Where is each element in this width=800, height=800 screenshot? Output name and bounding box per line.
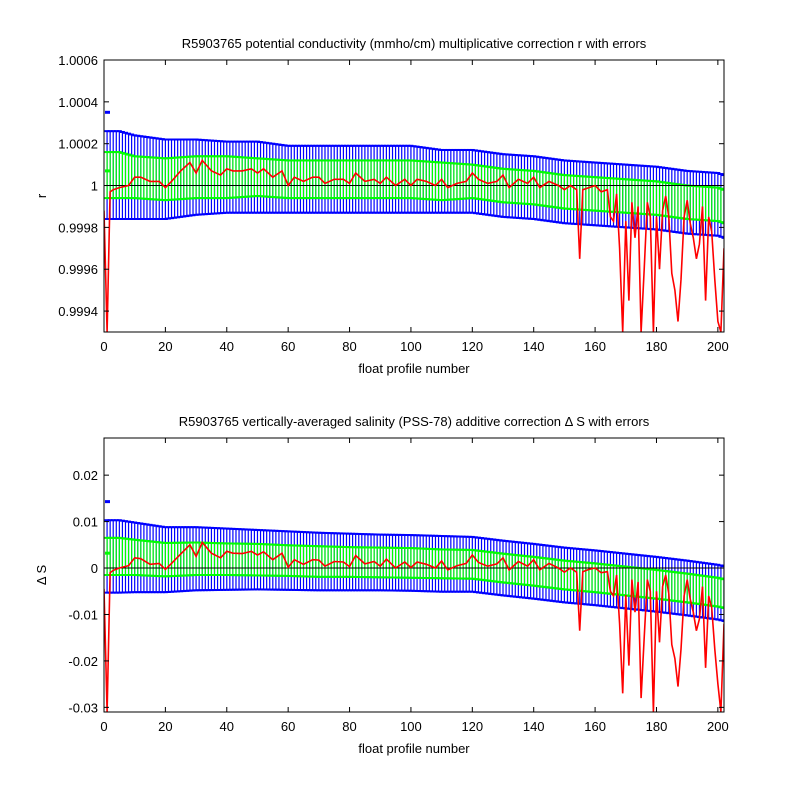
line-series-3 xyxy=(104,158,724,332)
x-tick-label: 200 xyxy=(707,719,729,734)
errorbar-series-2 xyxy=(104,536,724,609)
x-tick-label: 180 xyxy=(646,339,668,354)
x-tick-label: 160 xyxy=(584,719,606,734)
y-tick-label: 0.9996 xyxy=(58,262,98,277)
y-tick-label: 1.0006 xyxy=(58,53,98,68)
x-tick-label: 120 xyxy=(461,339,483,354)
x-tick-label: 40 xyxy=(220,339,234,354)
x-tick-label: 140 xyxy=(523,339,545,354)
x-tick-label: 80 xyxy=(342,719,356,734)
plot-frame xyxy=(103,437,725,713)
x-tick-label: 0 xyxy=(100,339,107,354)
plot-frame xyxy=(103,59,725,333)
x-axis-label: float profile number xyxy=(358,361,470,376)
line-series-3 xyxy=(104,541,724,712)
x-tick-label: 60 xyxy=(281,339,295,354)
chart-title: R5903765 potential conductivity (mmho/cm… xyxy=(182,36,647,51)
y-tick-label: 1.0004 xyxy=(58,95,98,110)
x-axis-label: float profile number xyxy=(358,741,470,756)
x-tick-label: 0 xyxy=(100,719,107,734)
y-tick-label: 0.9998 xyxy=(58,220,98,235)
y-tick-label: 0.02 xyxy=(73,468,98,483)
y-axis-label: Δ S xyxy=(34,565,49,586)
y-tick-label: 0 xyxy=(91,561,98,576)
x-tick-label: 140 xyxy=(523,719,545,734)
y-tick-label: 0.01 xyxy=(73,515,98,530)
x-tick-label: 80 xyxy=(342,339,356,354)
plot-area xyxy=(104,519,724,712)
chart-title: R5903765 vertically-averaged salinity (P… xyxy=(179,414,650,429)
x-tick-label: 20 xyxy=(158,339,172,354)
x-tick-label: 180 xyxy=(646,719,668,734)
y-tick-label: -0.03 xyxy=(68,700,98,715)
y-axis-label: r xyxy=(34,193,49,198)
y-tick-label: 1.0002 xyxy=(58,137,98,152)
y-tick-label: -0.02 xyxy=(68,654,98,669)
x-tick-label: 100 xyxy=(400,719,422,734)
errorbar-series-1 xyxy=(104,519,724,622)
y-tick-label: 0.9994 xyxy=(58,304,98,319)
x-tick-label: 100 xyxy=(400,339,422,354)
x-tick-label: 60 xyxy=(281,719,295,734)
y-tick-label: 1 xyxy=(91,179,98,194)
x-tick-label: 20 xyxy=(158,719,172,734)
x-tick-label: 160 xyxy=(584,339,606,354)
x-tick-label: 120 xyxy=(461,719,483,734)
plot-area xyxy=(104,130,724,332)
y-tick-label: -0.01 xyxy=(68,607,98,622)
chart-panel-2: 0 20 40 60 80 100 120 140 160 180 200 -0.03 -0.02 -0.… xyxy=(34,414,729,756)
x-tick-label: 40 xyxy=(220,719,234,734)
x-tick-label: 200 xyxy=(707,339,729,354)
chart-panel-1: 0 20 40 60 80 100 120 140 160 180 200 0.9994 0.9996 0… xyxy=(34,36,729,376)
